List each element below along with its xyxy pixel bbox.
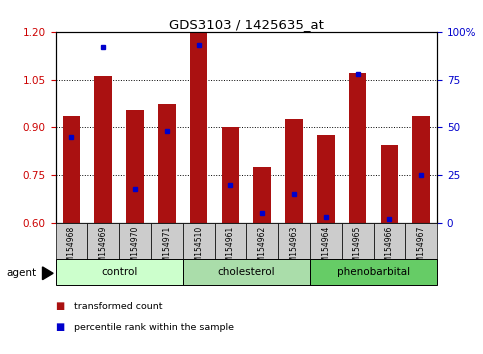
Bar [56,223,87,260]
Bar [119,223,151,260]
Bar [381,145,398,223]
Text: GSM154964: GSM154964 [321,226,330,272]
Text: GSM154961: GSM154961 [226,226,235,272]
Bar [151,223,183,260]
Bar [56,259,183,285]
Text: GSM154970: GSM154970 [130,226,140,272]
Bar [342,223,373,260]
Text: GSM154969: GSM154969 [99,226,108,272]
Text: cholesterol: cholesterol [217,267,275,277]
Bar [317,135,335,223]
Bar [222,127,239,223]
Bar [254,167,271,223]
Title: GDS3103 / 1425635_at: GDS3103 / 1425635_at [169,18,324,31]
Bar [183,223,214,260]
Text: ■: ■ [56,301,65,311]
Text: GSM154966: GSM154966 [385,226,394,272]
Text: GSM154962: GSM154962 [258,226,267,272]
Text: GSM154963: GSM154963 [289,226,298,272]
Bar [190,32,207,223]
Bar [278,223,310,260]
Text: GSM154965: GSM154965 [353,226,362,272]
Text: GSM154967: GSM154967 [417,226,426,272]
Bar [63,116,80,223]
Bar [310,259,437,285]
Bar [87,223,119,260]
Text: agent: agent [6,268,36,278]
Bar [246,223,278,260]
Text: GSM154968: GSM154968 [67,226,76,272]
Text: percentile rank within the sample: percentile rank within the sample [74,323,234,332]
Bar [285,119,303,223]
Text: control: control [101,267,137,277]
Text: GSM154510: GSM154510 [194,226,203,272]
Bar [214,223,246,260]
Bar [412,116,430,223]
Text: phenobarbital: phenobarbital [337,267,410,277]
Bar [126,110,144,223]
Bar [158,104,176,223]
Text: ■: ■ [56,322,65,332]
Text: GSM154971: GSM154971 [162,226,171,272]
Bar [405,223,437,260]
Bar [349,73,367,223]
Bar [373,223,405,260]
Bar [310,223,342,260]
Polygon shape [43,267,53,280]
Bar [95,76,112,223]
Bar [183,259,310,285]
Text: transformed count: transformed count [74,302,162,311]
